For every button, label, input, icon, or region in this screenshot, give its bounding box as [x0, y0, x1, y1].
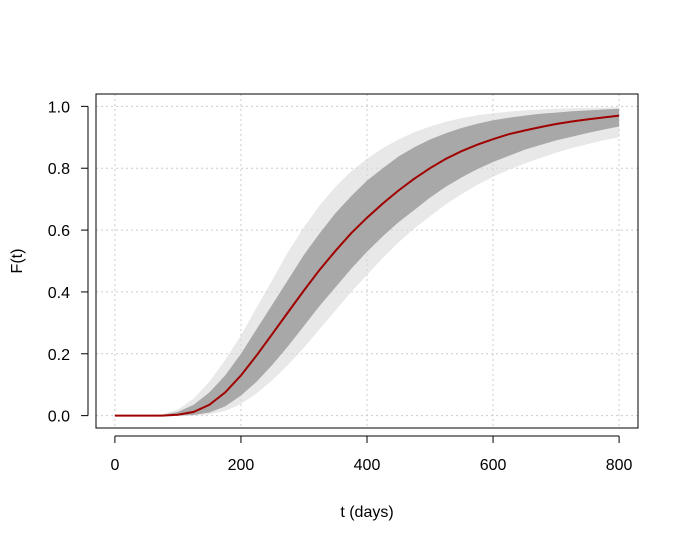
y-tick-label-3: 0.6 [48, 223, 70, 240]
mean-curve [114, 114, 620, 417]
envelope-band [114, 107, 620, 416]
x-tick-label-1: 200 [228, 457, 255, 474]
x-tick-label-4: 800 [606, 457, 633, 474]
plot-frame [95, 93, 639, 429]
x-axis: 0 200 400 600 800 [110, 435, 633, 474]
x-tick-label-2: 400 [354, 457, 381, 474]
x-tick-label-3: 600 [480, 457, 507, 474]
x-axis-title: t (days) [340, 504, 393, 521]
y-tick-label-5: 1.0 [48, 99, 70, 116]
x-tick-label-0: 0 [110, 457, 119, 474]
y-axis: 0.0 0.2 0.4 0.6 0.8 1.0 [48, 99, 89, 426]
y-tick-label-0: 0.0 [48, 409, 70, 426]
outer-envelope [114, 107, 620, 416]
y-tick-label-1: 0.2 [48, 347, 70, 364]
y-tick-label-2: 0.4 [48, 285, 70, 302]
series-group [114, 114, 620, 417]
y-tick-label-4: 0.8 [48, 161, 70, 178]
y-axis-title: F(t) [9, 249, 26, 274]
